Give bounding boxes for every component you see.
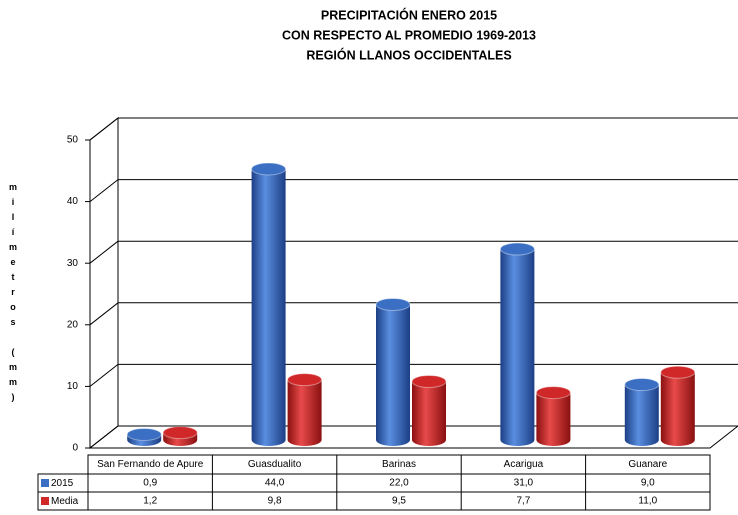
legend-label: 2015 (51, 478, 74, 489)
bar (499, 242, 535, 446)
grid-line (89, 302, 119, 326)
bar (411, 374, 447, 446)
y-tick-label: 10 (67, 381, 79, 392)
bar-part (162, 426, 198, 440)
bar-part (287, 373, 323, 387)
bar (660, 365, 696, 446)
y-tick-label: 0 (72, 443, 78, 454)
bar-part (376, 304, 410, 446)
value-label: 44,0 (265, 478, 285, 489)
value-label: 9,8 (268, 496, 282, 507)
bar (375, 297, 411, 446)
value-label: 11,0 (638, 496, 657, 507)
x-tick-label: San Fernando de Apure (97, 459, 204, 470)
grid-line (89, 117, 119, 141)
bar-part (660, 365, 696, 379)
y-tick-label: 50 (67, 135, 79, 146)
bar-part (126, 427, 162, 441)
value-label: 9,5 (392, 496, 406, 507)
y-tick-label: 30 (67, 258, 79, 269)
grid-line (89, 179, 119, 202)
bar (126, 427, 162, 446)
chart-title: REGIÓN LLANOS OCCIDENTALES (306, 47, 511, 62)
legend-swatch (41, 479, 49, 487)
bar-part (536, 392, 571, 446)
back-wall (89, 116, 119, 450)
y-tick-label: 40 (67, 196, 79, 207)
value-label: 7,7 (516, 496, 530, 507)
bar-part (499, 242, 535, 256)
bar (535, 386, 571, 446)
chart-title: CON RESPECTO AL PROMEDIO 1969-2013 (282, 28, 536, 42)
bar-part (412, 381, 446, 446)
chart-title: PRECIPITACIÓN ENERO 2015 (321, 7, 497, 22)
bar (287, 373, 323, 446)
bar-part (375, 297, 411, 311)
bar-part (251, 162, 287, 176)
grid-line (89, 364, 119, 387)
x-tick-label: Barinas (382, 459, 416, 470)
bar-part (624, 384, 659, 446)
value-label: 1,2 (143, 496, 157, 507)
bar-part (624, 378, 660, 392)
grid-line (89, 425, 119, 449)
y-axis-label: milímetros (mm) (8, 182, 18, 407)
legend-swatch (41, 497, 49, 505)
bar-part (660, 372, 695, 446)
x-tick-label: Guasdualito (248, 459, 302, 470)
bar-part (287, 379, 322, 446)
value-label: 9,0 (641, 478, 655, 489)
bar (251, 162, 287, 446)
y-tick-label: 20 (67, 319, 79, 330)
legend-label: Media (51, 496, 79, 507)
bar-part (535, 386, 571, 400)
value-label: 0,9 (143, 478, 157, 489)
value-label: 31,0 (514, 478, 534, 489)
bar-part (251, 168, 286, 446)
grid-line (89, 240, 119, 264)
value-label: 22,0 (389, 478, 409, 489)
bar (162, 426, 198, 446)
bar-part (411, 374, 447, 388)
bar-part (500, 249, 535, 446)
x-tick-label: Guanare (628, 459, 667, 470)
x-tick-label: Acarigua (504, 459, 544, 470)
bar (624, 378, 660, 446)
